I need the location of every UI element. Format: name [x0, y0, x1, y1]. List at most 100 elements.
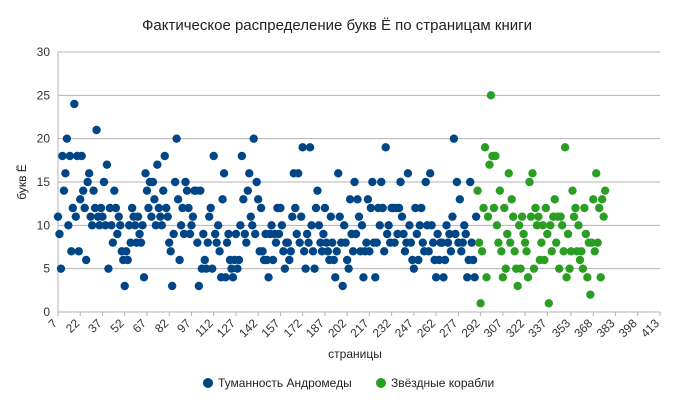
data-point-series-0	[105, 203, 115, 213]
data-point-series-0	[332, 247, 341, 256]
data-point-series-0	[80, 203, 89, 213]
data-point-series-0	[58, 151, 67, 161]
x-tick-label: 112	[192, 316, 216, 340]
data-point-series-0	[175, 255, 184, 265]
data-point-series-0	[212, 238, 221, 247]
data-point-series-0	[79, 186, 88, 195]
data-point-series-0	[126, 238, 135, 247]
x-tick-label: 277	[436, 316, 460, 340]
data-point-series-0	[302, 229, 312, 239]
data-point-series-0	[329, 255, 338, 265]
data-point-series-0	[449, 134, 459, 143]
x-tick-label: 127	[214, 316, 238, 340]
data-point-series-0	[96, 203, 106, 213]
data-point-series-0	[142, 186, 152, 195]
data-point-series-0	[339, 221, 349, 230]
data-point-series-0	[342, 255, 352, 265]
x-tick-label: 353	[549, 316, 573, 340]
data-point-series-0	[322, 238, 331, 247]
data-point-series-0	[153, 160, 162, 169]
data-point-series-0	[139, 273, 149, 282]
data-point-series-0	[167, 281, 177, 291]
data-point-series-0	[394, 203, 404, 213]
data-point-series-0	[467, 238, 476, 247]
data-point-series-0	[151, 221, 161, 230]
data-point-series-0	[299, 247, 309, 256]
data-point-series-0	[203, 238, 212, 247]
data-point-series-0	[114, 212, 123, 221]
data-point-series-0	[362, 238, 371, 247]
data-point-series-0	[187, 221, 196, 230]
data-point-series-0	[138, 221, 147, 230]
data-point-series-0	[173, 195, 183, 204]
data-point-series-0	[311, 203, 321, 213]
data-point-series-0	[443, 238, 453, 247]
data-point-series-0	[267, 221, 276, 230]
data-point-series-1	[565, 264, 574, 273]
data-point-series-0	[222, 238, 232, 247]
data-point-series-0	[323, 247, 333, 256]
data-point-series-0	[448, 212, 457, 221]
data-point-series-0	[62, 134, 72, 143]
data-point-series-1	[523, 273, 533, 282]
data-point-series-0	[310, 264, 319, 273]
x-tick-label: 413	[638, 316, 662, 340]
data-point-series-0	[253, 195, 263, 204]
y-tick-label: 30	[37, 45, 51, 59]
data-point-series-0	[87, 221, 97, 230]
data-point-series-0	[411, 203, 420, 213]
chart-title: Фактическое распределение букв Ё по стра…	[142, 17, 532, 34]
data-point-series-0	[393, 229, 402, 239]
data-point-series-0	[344, 264, 353, 273]
y-axis-label: букв Ё	[15, 164, 29, 200]
data-point-series-0	[208, 264, 217, 273]
data-point-series-0	[455, 195, 465, 204]
data-point-series-0	[179, 229, 189, 239]
data-point-series-0	[298, 143, 307, 152]
data-point-series-0	[308, 247, 318, 256]
data-point-series-0	[89, 186, 98, 195]
data-point-series-1	[562, 273, 571, 282]
data-point-series-0	[375, 221, 384, 230]
data-point-series-0	[274, 229, 284, 239]
data-point-series-1	[547, 247, 556, 256]
data-point-series-0	[368, 177, 377, 187]
data-point-series-0	[258, 247, 267, 256]
data-point-series-0	[77, 151, 86, 161]
data-point-series-0	[288, 212, 297, 221]
data-point-series-1	[479, 203, 488, 213]
data-point-series-1	[534, 212, 543, 221]
data-point-series-1	[577, 247, 586, 256]
data-point-series-0	[461, 229, 470, 239]
data-point-series-0	[243, 186, 252, 195]
x-tick-label: 52	[107, 316, 127, 336]
data-point-series-0	[120, 281, 129, 291]
data-point-series-0	[421, 177, 430, 187]
legend-label-tumannost: Туманность Андромеды	[218, 376, 352, 390]
data-point-series-0	[193, 238, 202, 247]
data-point-series-0	[277, 221, 287, 230]
data-point-series-1	[495, 186, 505, 195]
data-point-series-0	[279, 247, 288, 256]
data-point-series-0	[144, 203, 153, 213]
x-axis-label: страницы	[328, 347, 382, 361]
data-point-series-1	[593, 238, 602, 247]
data-point-series-0	[176, 221, 186, 230]
data-point-series-0	[64, 221, 73, 230]
data-point-series-0	[445, 229, 454, 239]
data-point-series-1	[529, 264, 539, 273]
data-point-series-1	[506, 238, 515, 247]
data-point-series-0	[351, 229, 361, 239]
x-tick-label: 307	[481, 316, 505, 340]
data-point-series-0	[439, 273, 448, 282]
data-point-series-0	[107, 221, 116, 230]
data-point-series-0	[251, 229, 260, 239]
data-point-series-0	[305, 143, 315, 152]
data-point-series-0	[252, 177, 261, 187]
data-point-series-1	[522, 247, 531, 256]
data-point-series-0	[160, 151, 169, 161]
data-point-series-0	[319, 229, 328, 239]
x-tick-label: 262	[414, 316, 438, 340]
data-point-series-0	[228, 273, 238, 282]
x-tick-label: 232	[370, 316, 394, 340]
